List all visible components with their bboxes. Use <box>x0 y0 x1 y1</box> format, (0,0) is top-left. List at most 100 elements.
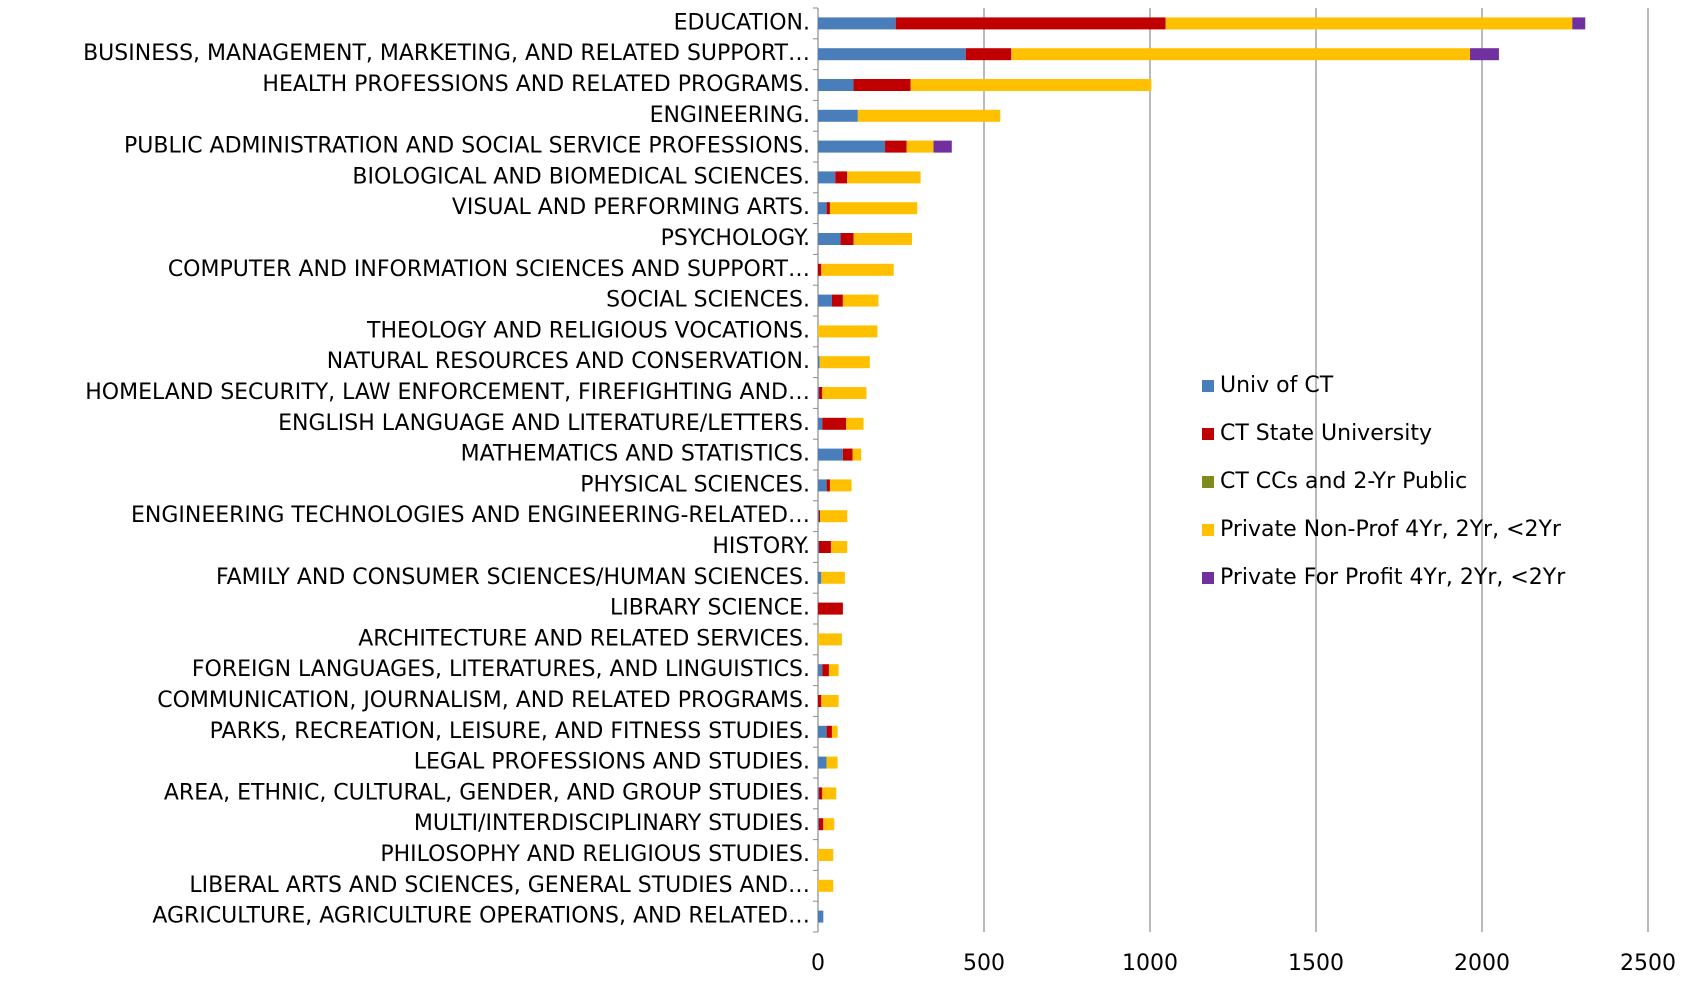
bar-segment <box>847 171 921 184</box>
y-tick-label: MULTI/INTERDISCIPLINARY STUDIES. <box>414 811 810 836</box>
bar-segment <box>818 387 819 399</box>
x-tick-label: 2000 <box>1454 951 1510 976</box>
y-tick-label: LIBRARY SCIENCE. <box>610 596 810 621</box>
bar-segment <box>828 664 839 677</box>
y-tick-label: ARCHITECTURE AND RELATED SERVICES. <box>358 626 810 651</box>
x-tick-label: 0 <box>811 951 825 976</box>
bar-segment <box>1572 17 1586 30</box>
bar-segment <box>818 263 822 276</box>
bar-segment <box>818 541 819 553</box>
y-tick-label: FOREIGN LANGUAGES, LITERATURES, AND LING… <box>192 657 810 682</box>
bar-segment <box>829 479 852 492</box>
legend-label: Private Non-Prof 4Yr, 2Yr, <2Yr <box>1220 517 1562 542</box>
bar-segment <box>1165 17 1573 30</box>
bar-segment <box>821 571 845 584</box>
bar-segment <box>818 818 824 831</box>
legend-label: CT CCs and 2-Yr Public <box>1220 469 1467 494</box>
y-tick-label: NATURAL RESOURCES AND CONSERVATION. <box>327 349 810 374</box>
legend-swatch <box>1202 476 1214 488</box>
y-tick-label: COMPUTER AND INFORMATION SCIENCES AND SU… <box>168 257 810 282</box>
bar-segment <box>818 818 819 831</box>
bar-segment <box>895 17 1166 30</box>
y-tick-label: ENGLISH LANGUAGE AND LITERATURE/LETTERS. <box>278 411 810 436</box>
bar-segment <box>826 756 838 769</box>
y-tick-label: AGRICULTURE, AGRICULTURE OPERATIONS, AND… <box>152 904 810 929</box>
bar-segment <box>853 233 912 245</box>
y-tick-label: MATHEMATICS AND STATISTICS. <box>461 442 810 467</box>
x-tick-label: 1000 <box>1122 951 1178 976</box>
bar-segment <box>818 325 878 338</box>
legend-swatch <box>1202 380 1214 392</box>
bar-segment <box>818 787 819 800</box>
y-tick-label: HEALTH PROFESSIONS AND RELATED PROGRAMS. <box>262 72 810 97</box>
bar-segment <box>821 695 839 707</box>
y-tick-label: PHYSICAL SCIENCES. <box>580 472 810 497</box>
legend-label: CT State University <box>1220 421 1432 446</box>
bar-segment <box>818 479 827 492</box>
bar-segment <box>818 79 854 91</box>
bar-segment <box>818 48 966 61</box>
bar-segment <box>826 202 830 215</box>
bar-segment <box>842 294 879 307</box>
bar-segment <box>818 633 842 646</box>
bar-segment <box>818 109 858 122</box>
bar-segment <box>826 725 832 738</box>
bar-segment <box>818 140 886 153</box>
y-tick-label: AREA, ETHNIC, CULTURAL, GENDER, AND GROU… <box>164 780 810 805</box>
bar-segment <box>819 356 870 369</box>
bar-segment <box>1011 48 1471 61</box>
bar-segment <box>818 202 827 215</box>
bar-segment <box>818 171 836 184</box>
y-tick-label: LIBERAL ARTS AND SCIENCES, GENERAL STUDI… <box>189 873 810 898</box>
bar-segment <box>822 387 867 399</box>
bar-segment <box>818 417 823 430</box>
y-tick-label: THEOLOGY AND RELIGIOUS VOCATIONS. <box>366 318 810 343</box>
bar-segment <box>818 725 827 738</box>
bar-segment <box>933 140 952 153</box>
bar-segment <box>906 140 934 153</box>
bar-segment <box>846 417 864 430</box>
y-tick-label: BIOLOGICAL AND BIOMEDICAL SCIENCES. <box>352 164 810 189</box>
bar-segment <box>818 664 823 677</box>
bar-segment <box>818 756 827 769</box>
bar-segment <box>823 818 835 831</box>
bar-segment <box>818 510 820 523</box>
bar-segment <box>910 79 1152 91</box>
bar-segment <box>818 695 822 707</box>
bar-segment <box>818 571 822 584</box>
y-tick-label: LEGAL PROFESSIONS AND STUDIES. <box>414 750 810 775</box>
y-tick-label: HOMELAND SECURITY, LAW ENFORCEMENT, FIRE… <box>85 380 810 405</box>
bar-segment <box>822 417 847 430</box>
bar-segment <box>852 448 862 461</box>
bar-segment <box>819 510 848 523</box>
bar-segment <box>818 510 819 523</box>
y-tick-label: HISTORY. <box>712 534 810 559</box>
bar-segment <box>831 725 838 738</box>
y-tick-label: ENGINEERING TECHNOLOGIES AND ENGINEERING… <box>131 503 810 528</box>
y-tick-label: PUBLIC ADMINISTRATION AND SOCIAL SERVICE… <box>124 134 810 159</box>
bar-segment <box>818 294 832 307</box>
bar-segment <box>818 17 896 30</box>
bar-segment <box>965 48 1012 61</box>
x-tick-label: 1500 <box>1288 951 1344 976</box>
y-tick-label: COMMUNICATION, JOURNALISM, AND RELATED P… <box>157 688 810 713</box>
bar-segment <box>818 233 841 245</box>
bar-segment <box>818 387 823 399</box>
legend-swatch <box>1202 524 1214 536</box>
y-tick-label: PSYCHOLOGY. <box>661 226 810 251</box>
bar-segment <box>853 79 911 91</box>
x-tick-label: 2500 <box>1620 951 1676 976</box>
bar-segment <box>840 233 854 245</box>
bar-segment <box>822 787 837 800</box>
bar-segment <box>821 263 894 276</box>
y-tick-label: PHILOSOPHY AND RELIGIOUS STUDIES. <box>380 842 810 867</box>
bar-segment <box>818 602 843 615</box>
x-tick-label: 500 <box>963 951 1005 976</box>
bar-segment <box>885 140 907 153</box>
bar-segment <box>857 109 1001 122</box>
bar-segment <box>818 849 834 861</box>
bar-segment <box>822 664 829 677</box>
bar-segment <box>818 879 834 892</box>
bar-segment <box>826 479 830 492</box>
